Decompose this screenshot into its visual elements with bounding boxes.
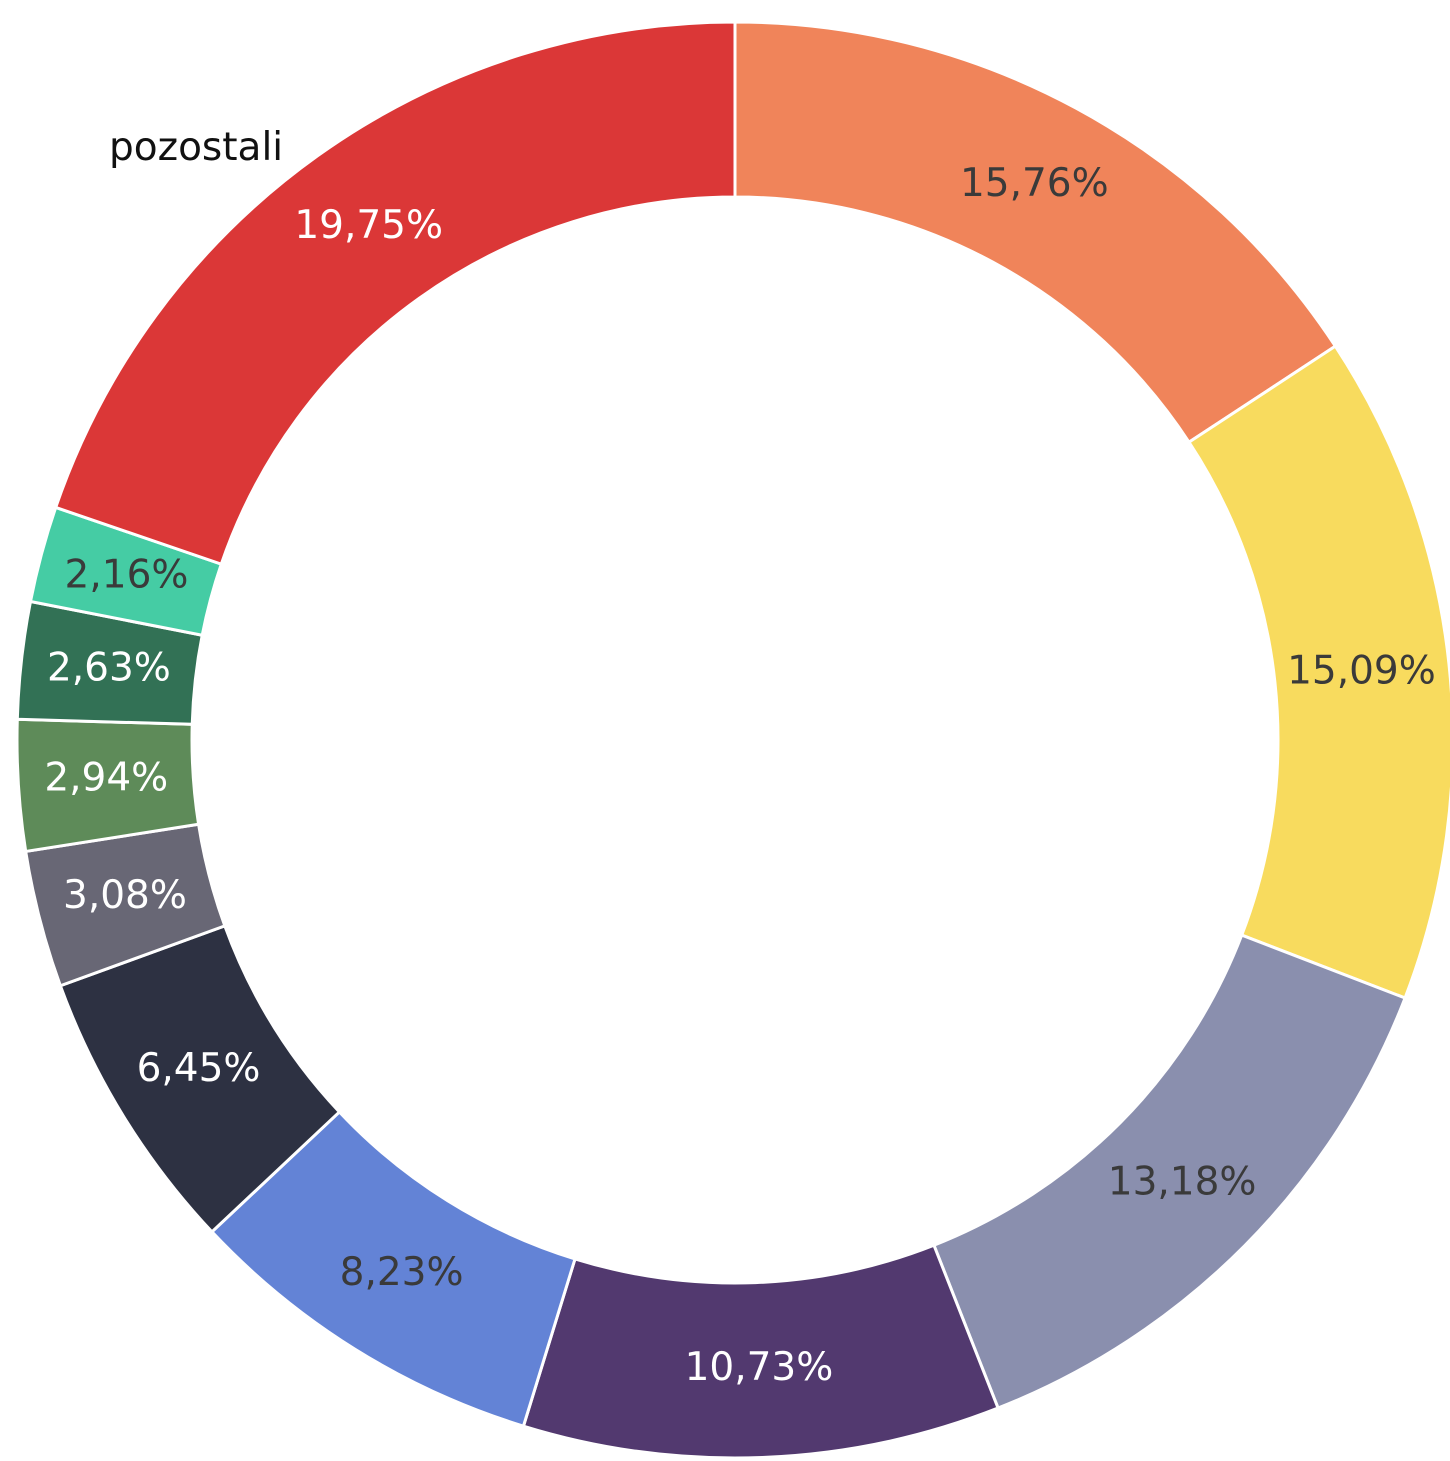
donut-segment xyxy=(53,20,737,567)
value-label: 15,09% xyxy=(1287,649,1436,694)
value-label: 8,23% xyxy=(340,1250,464,1295)
donut-segment xyxy=(733,20,1338,445)
value-label: 15,76% xyxy=(960,161,1109,206)
value-label: 2,63% xyxy=(47,645,171,690)
value-label: 13,18% xyxy=(1108,1159,1257,1204)
value-label: 10,73% xyxy=(685,1345,834,1390)
value-label: 6,45% xyxy=(137,1046,261,1091)
category-label: pozostali xyxy=(109,125,283,170)
value-label: 3,08% xyxy=(63,873,187,918)
value-label: 19,75% xyxy=(294,203,443,248)
value-label: 2,16% xyxy=(65,552,189,597)
value-label: 2,94% xyxy=(44,755,168,800)
